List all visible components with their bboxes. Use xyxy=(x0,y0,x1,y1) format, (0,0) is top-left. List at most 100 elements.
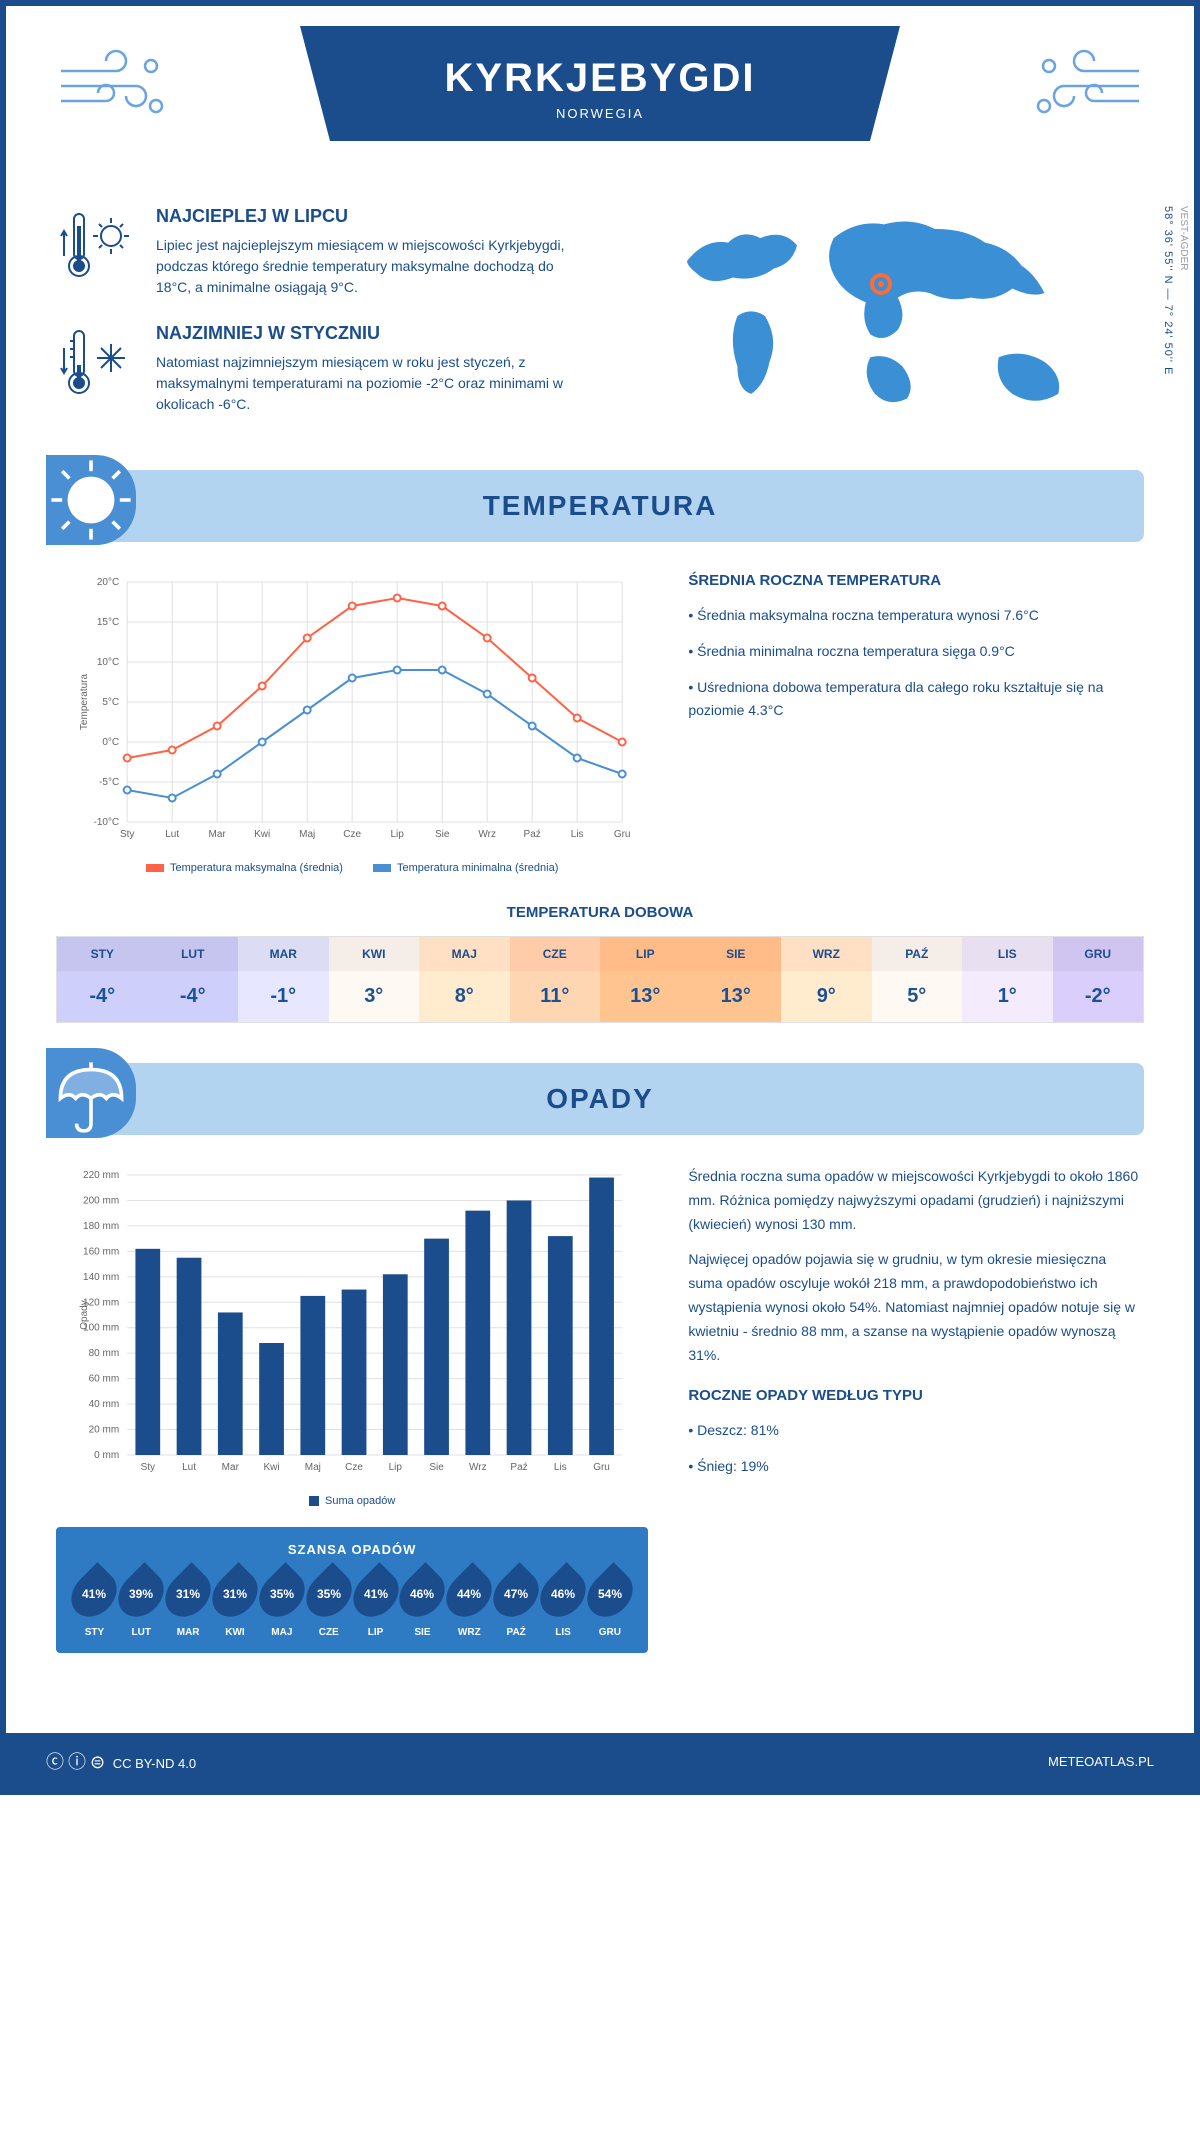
chance-item: 41%STY xyxy=(74,1569,114,1638)
svg-text:Mar: Mar xyxy=(222,1462,240,1473)
coldest-block: NAJZIMNIEJ W STYCZNIU Natomiast najzimni… xyxy=(56,323,585,415)
world-map xyxy=(615,206,1144,426)
svg-text:Lis: Lis xyxy=(571,829,584,840)
annual-temp-title: ŚREDNIA ROCZNA TEMPERATURA xyxy=(688,572,1144,589)
coldest-desc: Natomiast najzimniejszym miesiącem w rok… xyxy=(156,352,585,415)
legend-min-label: Temperatura minimalna (średnia) xyxy=(397,862,558,874)
legend-sum: Suma opadów xyxy=(309,1495,395,1507)
svg-text:Sie: Sie xyxy=(435,829,450,840)
chance-item: 47%PAŹ xyxy=(496,1569,536,1638)
sun-icon xyxy=(46,455,136,545)
monthly-cell: WRZ9° xyxy=(781,937,872,1022)
chance-item: 39%LUT xyxy=(121,1569,161,1638)
warmest-text: NAJCIEPLEJ W LIPCU Lipiec jest najcieple… xyxy=(156,206,585,298)
chance-item: 46%LIS xyxy=(543,1569,583,1638)
world-map-svg xyxy=(615,206,1144,426)
svg-text:Maj: Maj xyxy=(299,829,315,840)
svg-text:Sty: Sty xyxy=(141,1462,155,1473)
svg-text:Gru: Gru xyxy=(614,829,631,840)
raindrop-icon: 44% xyxy=(437,1562,501,1626)
temperature-sidebar: ŚREDNIA ROCZNA TEMPERATURA • Średnia mak… xyxy=(688,572,1144,874)
svg-text:80 mm: 80 mm xyxy=(89,1348,120,1359)
raindrop-icon: 39% xyxy=(109,1562,173,1626)
chance-item: 44%WRZ xyxy=(449,1569,489,1638)
svg-text:0 mm: 0 mm xyxy=(94,1450,119,1461)
svg-text:180 mm: 180 mm xyxy=(83,1221,119,1232)
svg-text:220 mm: 220 mm xyxy=(83,1170,119,1181)
raindrop-icon: 47% xyxy=(484,1562,548,1626)
temperature-heading: TEMPERATURA xyxy=(76,490,1124,522)
svg-text:Lis: Lis xyxy=(554,1462,567,1473)
precip-snow: • Śnieg: 19% xyxy=(688,1455,1144,1479)
temp-bullet-1: • Średnia minimalna roczna temperatura s… xyxy=(688,640,1144,664)
coldest-text: NAJZIMNIEJ W STYCZNIU Natomiast najzimni… xyxy=(156,323,585,415)
warmest-title: NAJCIEPLEJ W LIPCU xyxy=(156,206,585,227)
temp-bullet-2: • Uśredniona dobowa temperatura dla całe… xyxy=(688,676,1144,724)
raindrop-icon: 54% xyxy=(578,1562,642,1626)
svg-text:20°C: 20°C xyxy=(97,577,119,588)
monthly-cell: GRU-2° xyxy=(1053,937,1144,1022)
monthly-cell: LIP13° xyxy=(600,937,691,1022)
precipitation-chance-box: SZANSA OPADÓW 41%STY39%LUT31%MAR31%KWI35… xyxy=(56,1527,648,1653)
precipitation-bar-chart: 0 mm20 mm40 mm60 mm80 mm100 mm120 mm140 … xyxy=(56,1165,648,1653)
intro-row: NAJCIEPLEJ W LIPCU Lipiec jest najcieple… xyxy=(56,206,1144,440)
svg-text:Paź: Paź xyxy=(524,829,541,840)
monthly-cell: MAJ8° xyxy=(419,937,510,1022)
svg-text:40 mm: 40 mm xyxy=(89,1399,120,1410)
raindrop-icon: 35% xyxy=(297,1562,361,1626)
svg-text:Mar: Mar xyxy=(209,829,227,840)
chance-item: 46%SIE xyxy=(402,1569,442,1638)
site-name: METEOATLAS.PL xyxy=(1048,1754,1154,1769)
svg-text:0°C: 0°C xyxy=(102,737,119,748)
monthly-cell: PAŹ5° xyxy=(872,937,963,1022)
svg-text:140 mm: 140 mm xyxy=(83,1272,119,1283)
svg-text:200 mm: 200 mm xyxy=(83,1195,119,1206)
svg-text:160 mm: 160 mm xyxy=(83,1246,119,1257)
raindrop-icon: 46% xyxy=(391,1562,455,1626)
chance-row: 41%STY39%LUT31%MAR31%KWI35%MAJ35%CZE41%L… xyxy=(71,1569,633,1638)
svg-text:Lip: Lip xyxy=(390,829,404,840)
svg-text:5°C: 5°C xyxy=(102,697,119,708)
map-column: 58° 36' 55'' N — 7° 24' 50'' E VEST-AGDE… xyxy=(615,206,1144,440)
coordinates: 58° 36' 55'' N — 7° 24' 50'' E xyxy=(1162,206,1174,375)
svg-text:Lut: Lut xyxy=(182,1462,196,1473)
country-subtitle: NORWEGIA xyxy=(320,106,880,121)
region-label: VEST-AGDER xyxy=(1178,206,1189,270)
precipitation-chart-row: 0 mm20 mm40 mm60 mm80 mm100 mm120 mm140 … xyxy=(56,1165,1144,1653)
precip-text-2: Najwięcej opadów pojawia się w grudniu, … xyxy=(688,1248,1144,1367)
raindrop-icon: 31% xyxy=(203,1562,267,1626)
raindrop-icon: 31% xyxy=(156,1562,220,1626)
legend-sum-label: Suma opadów xyxy=(325,1495,395,1507)
temperature-section-header: TEMPERATURA xyxy=(56,470,1144,542)
svg-text:Lip: Lip xyxy=(389,1462,403,1473)
chance-item: 31%MAR xyxy=(168,1569,208,1638)
precip-type-title: ROCZNE OPADY WEDŁUG TYPU xyxy=(688,1387,1144,1404)
thermometer-hot-icon xyxy=(56,206,136,286)
svg-text:Sty: Sty xyxy=(120,829,134,840)
svg-text:-10°C: -10°C xyxy=(93,817,119,828)
svg-text:Gru: Gru xyxy=(593,1462,610,1473)
umbrella-icon xyxy=(46,1048,136,1138)
chance-item: 41%LIP xyxy=(356,1569,396,1638)
svg-text:Paź: Paź xyxy=(510,1462,527,1473)
svg-text:Temperatura: Temperatura xyxy=(79,673,90,730)
location-pin-icon xyxy=(869,272,893,303)
svg-text:Kwi: Kwi xyxy=(263,1462,279,1473)
thermometer-cold-icon xyxy=(56,323,136,403)
monthly-cell: SIE13° xyxy=(691,937,782,1022)
svg-text:Kwi: Kwi xyxy=(254,829,270,840)
content: NAJCIEPLEJ W LIPCU Lipiec jest najcieple… xyxy=(6,186,1194,1733)
license-text: CC BY-ND 4.0 xyxy=(113,1756,196,1771)
legend-max-label: Temperatura maksymalna (średnia) xyxy=(170,862,343,874)
raindrop-icon: 46% xyxy=(531,1562,595,1626)
page: KYRKJEBYGDI NORWEGIA NAJCIEPLEJ W LIPCU … xyxy=(0,0,1200,1795)
daily-temp-title: TEMPERATURA DOBOWA xyxy=(56,904,1144,921)
monthly-cell: LUT-4° xyxy=(148,937,239,1022)
svg-text:10°C: 10°C xyxy=(97,657,119,668)
monthly-cell: CZE11° xyxy=(510,937,601,1022)
svg-text:Cze: Cze xyxy=(343,829,361,840)
legend-max: Temperatura maksymalna (średnia) xyxy=(146,862,343,874)
precipitation-legend: Suma opadów xyxy=(56,1495,648,1507)
monthly-cell: KWI3° xyxy=(329,937,420,1022)
svg-text:Lut: Lut xyxy=(165,829,179,840)
